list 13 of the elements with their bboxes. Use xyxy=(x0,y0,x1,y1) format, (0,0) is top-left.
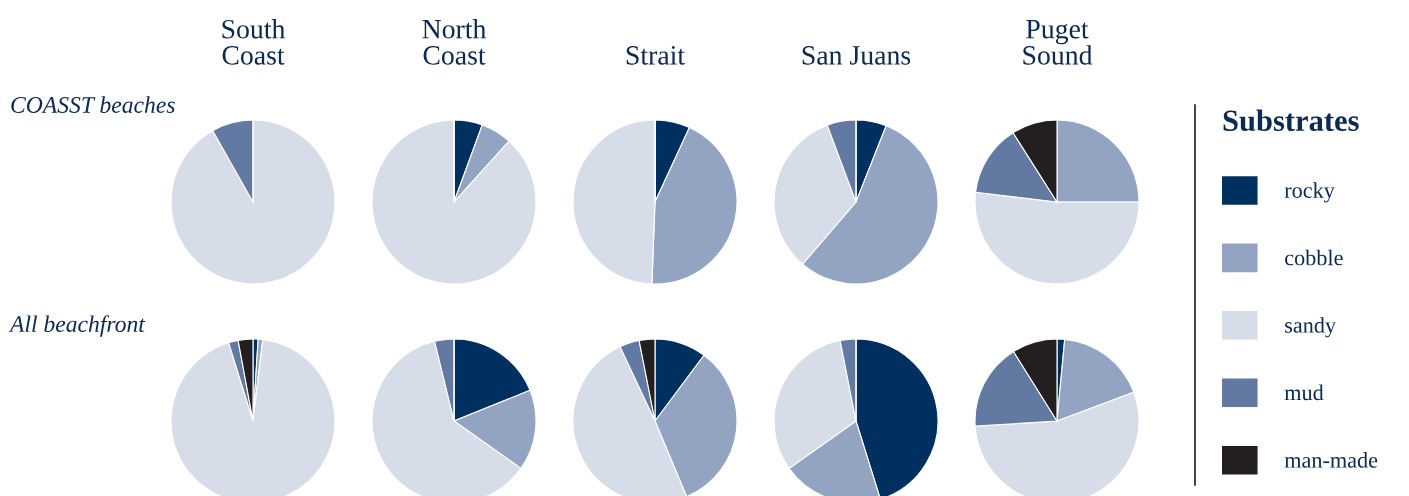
text: COASST beaches xyxy=(11,96,175,113)
legend-label: sandy xyxy=(1285,317,1336,338)
legend-label: mud xyxy=(1284,384,1324,401)
chart-title: North Coast xyxy=(422,19,487,65)
legend-label: man-made xyxy=(1284,452,1378,468)
legend-label: rocky xyxy=(1284,182,1335,203)
chart-title: Strait xyxy=(626,46,685,65)
chart-title: South Coast xyxy=(222,19,286,65)
legend-title: Substrates xyxy=(1223,109,1359,132)
text: All beachfront xyxy=(8,315,146,337)
legend-label: cobble xyxy=(1285,249,1343,266)
chart-title: San Juans xyxy=(802,46,911,65)
chart-title: Puget Sound xyxy=(1023,20,1093,65)
